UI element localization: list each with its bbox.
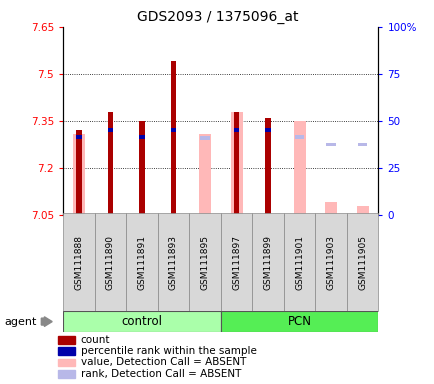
Bar [139, 135, 145, 139]
Bar [58, 336, 75, 344]
Bar [170, 61, 176, 215]
Bar [72, 134, 85, 215]
Bar [189, 213, 220, 311]
Text: GSM111903: GSM111903 [326, 235, 335, 290]
Bar [58, 370, 75, 378]
Bar [58, 359, 75, 366]
Bar [265, 129, 270, 132]
Text: GSM111897: GSM111897 [231, 235, 240, 290]
Bar [356, 205, 368, 215]
Bar [170, 129, 176, 132]
Text: control: control [121, 315, 162, 328]
Bar [198, 134, 210, 215]
Bar [326, 142, 335, 146]
Bar [220, 213, 252, 311]
Bar [63, 311, 220, 332]
Bar [233, 129, 239, 132]
Text: percentile rank within the sample: percentile rank within the sample [80, 346, 256, 356]
Text: GSM111893: GSM111893 [168, 235, 178, 290]
Text: GSM111901: GSM111901 [294, 235, 303, 290]
Bar [63, 213, 95, 311]
Bar [220, 311, 378, 332]
Bar [95, 213, 126, 311]
Text: GSM111888: GSM111888 [74, 235, 83, 290]
Text: agent: agent [4, 316, 36, 327]
Text: GSM111899: GSM111899 [263, 235, 272, 290]
Bar [233, 111, 239, 215]
Text: GSM111891: GSM111891 [137, 235, 146, 290]
Bar [200, 136, 209, 140]
Bar [346, 213, 378, 311]
Bar [126, 213, 157, 311]
Bar [315, 213, 346, 311]
Bar [139, 121, 145, 215]
Bar [294, 135, 304, 139]
Bar [107, 129, 113, 132]
Bar [324, 202, 336, 215]
Text: rank, Detection Call = ABSENT: rank, Detection Call = ABSENT [80, 369, 240, 379]
Text: count: count [80, 334, 110, 344]
Bar [283, 213, 315, 311]
Bar [252, 213, 283, 311]
Bar [357, 142, 367, 146]
Text: GDS2093 / 1375096_at: GDS2093 / 1375096_at [136, 10, 298, 23]
Bar [76, 130, 82, 215]
Bar [157, 213, 189, 311]
Text: GSM111890: GSM111890 [105, 235, 115, 290]
Bar [76, 135, 82, 139]
Text: value, Detection Call = ABSENT: value, Detection Call = ABSENT [80, 358, 245, 367]
Bar [107, 111, 113, 215]
Bar [58, 347, 75, 355]
Text: GSM111895: GSM111895 [200, 235, 209, 290]
Bar [293, 121, 305, 215]
Text: GSM111905: GSM111905 [357, 235, 366, 290]
Bar [265, 118, 270, 215]
Bar [230, 111, 242, 215]
Text: PCN: PCN [287, 315, 311, 328]
